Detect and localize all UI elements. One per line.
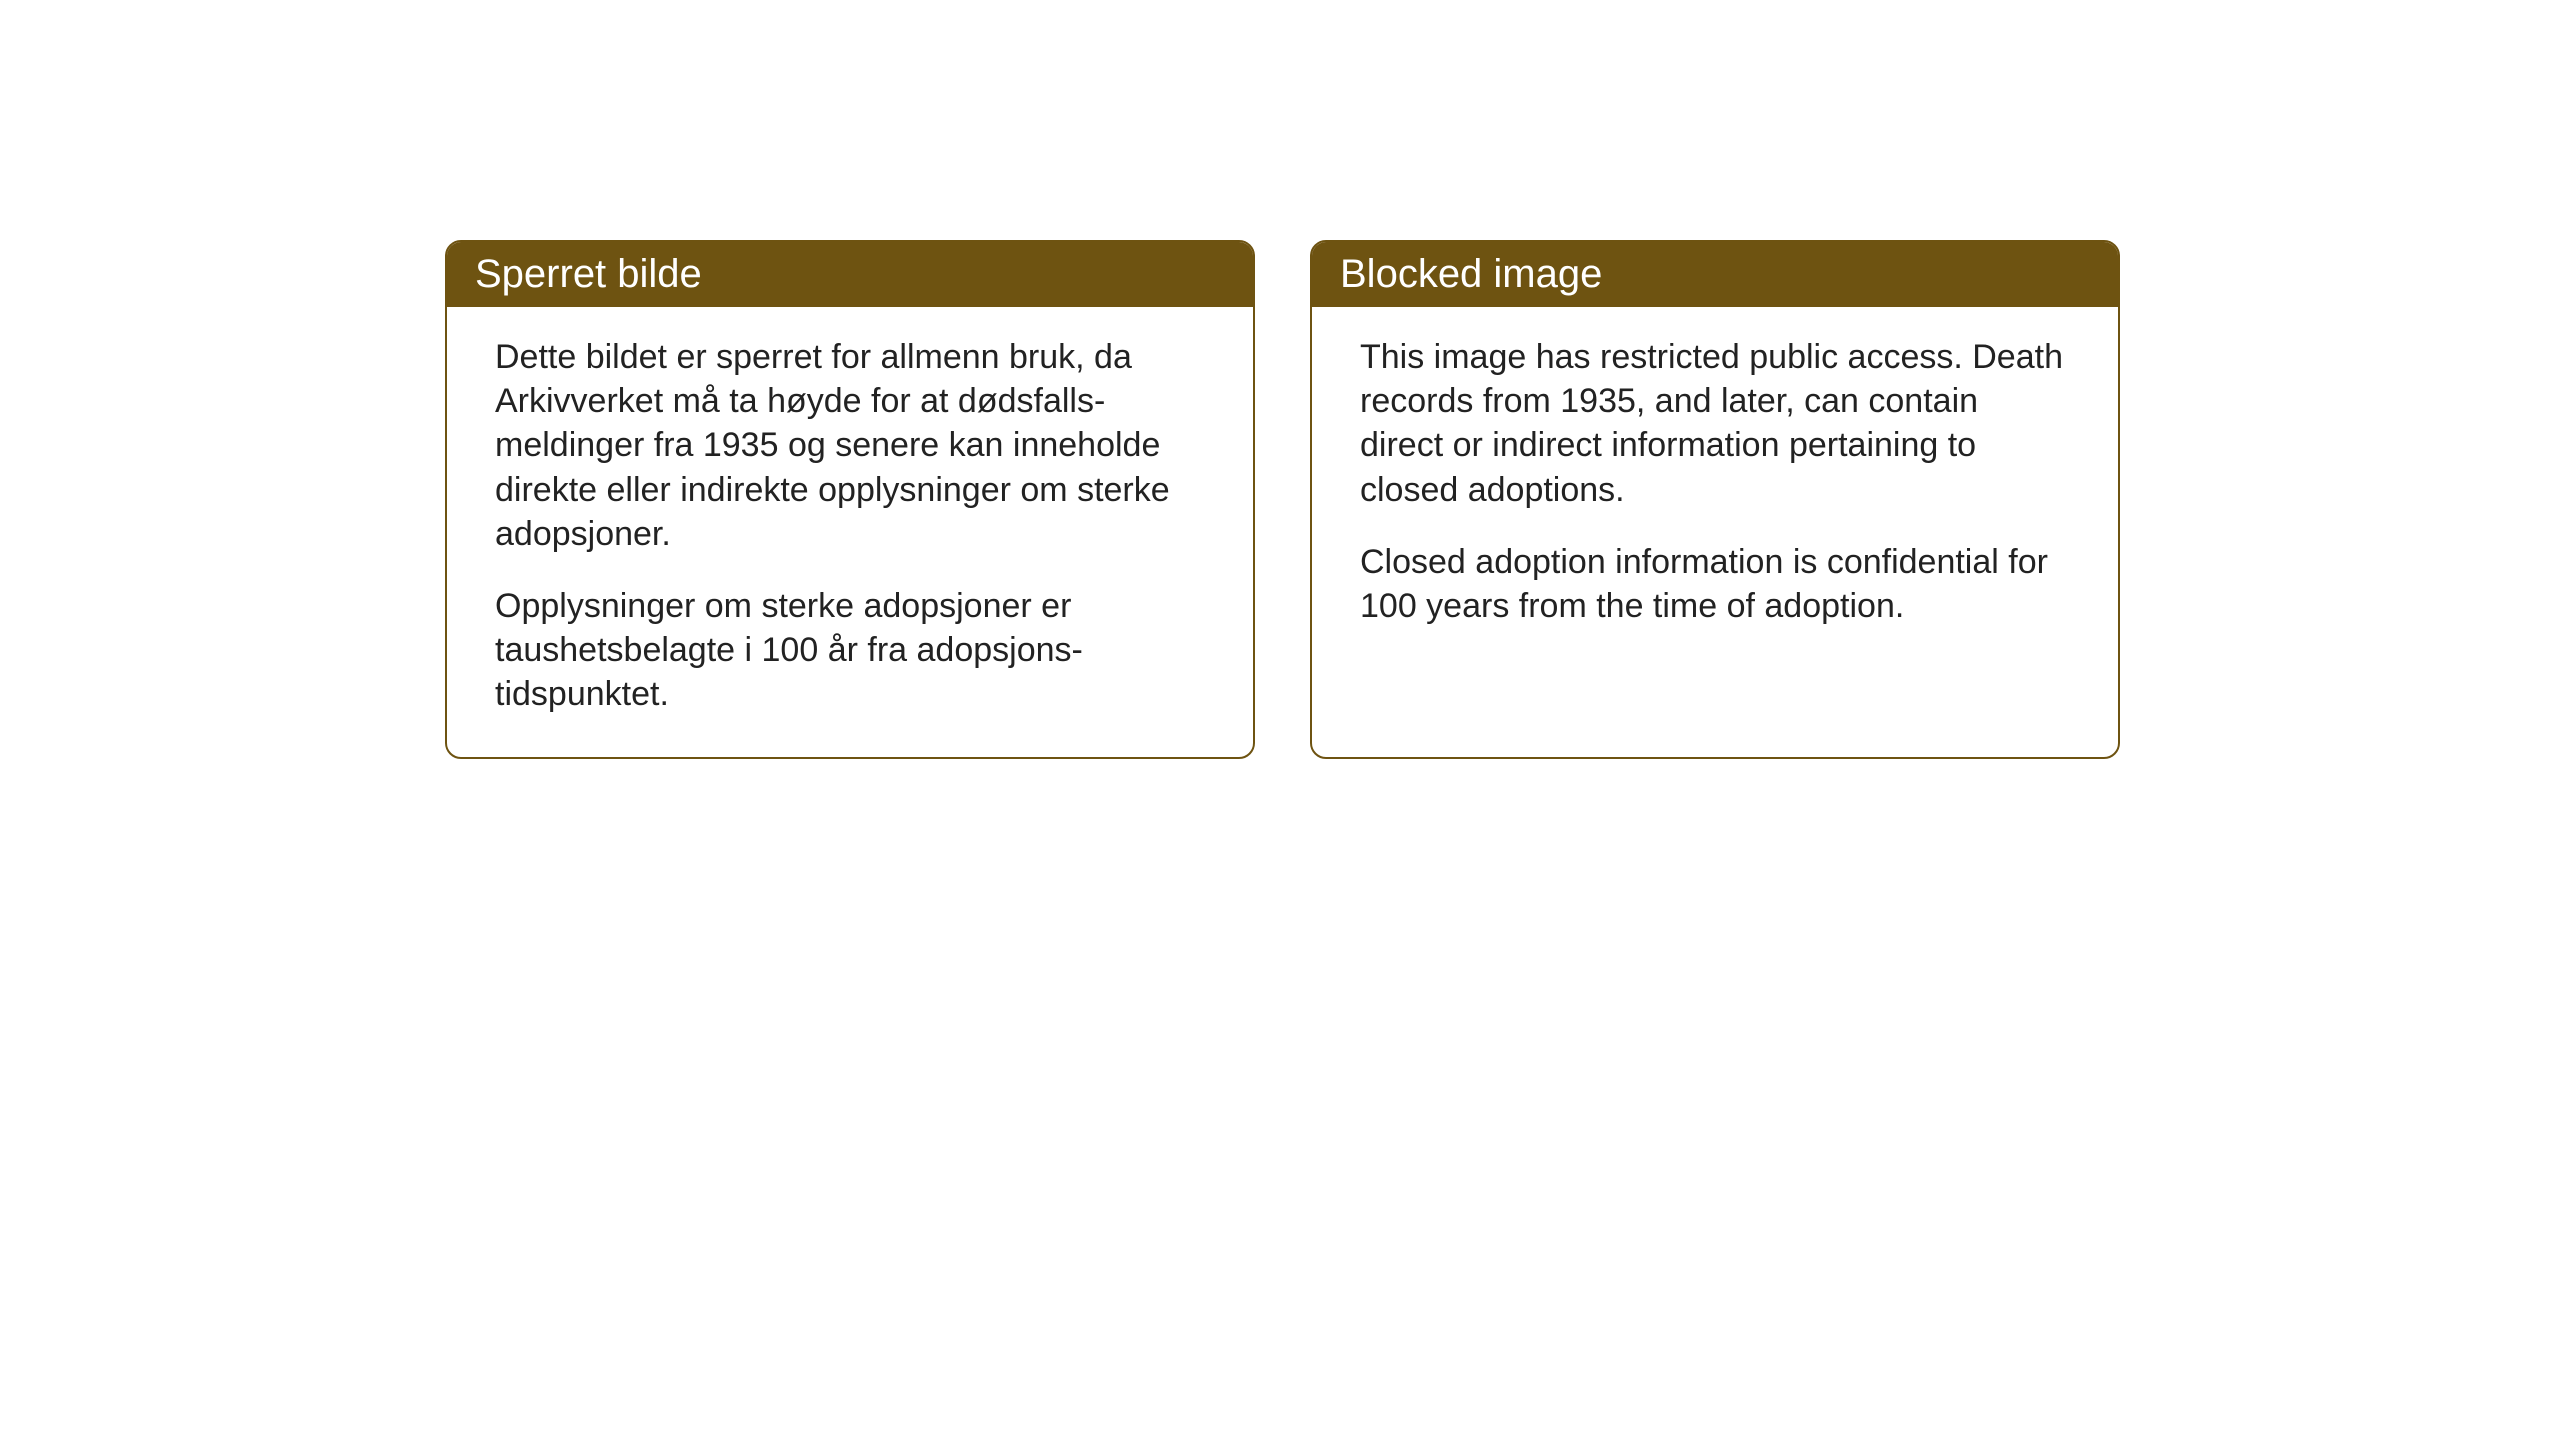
norwegian-paragraph-2: Opplysninger om sterke adopsjoner er tau… (495, 584, 1205, 717)
norwegian-card-title: Sperret bilde (447, 242, 1253, 307)
english-notice-card: Blocked image This image has restricted … (1310, 240, 2120, 759)
english-paragraph-1: This image has restricted public access.… (1360, 335, 2070, 512)
norwegian-paragraph-1: Dette bildet er sperret for allmenn bruk… (495, 335, 1205, 556)
norwegian-notice-card: Sperret bilde Dette bildet er sperret fo… (445, 240, 1255, 759)
english-card-body: This image has restricted public access.… (1312, 307, 2118, 668)
english-card-title: Blocked image (1312, 242, 2118, 307)
norwegian-card-body: Dette bildet er sperret for allmenn bruk… (447, 307, 1253, 757)
notice-cards-container: Sperret bilde Dette bildet er sperret fo… (445, 240, 2120, 759)
english-paragraph-2: Closed adoption information is confident… (1360, 540, 2070, 628)
